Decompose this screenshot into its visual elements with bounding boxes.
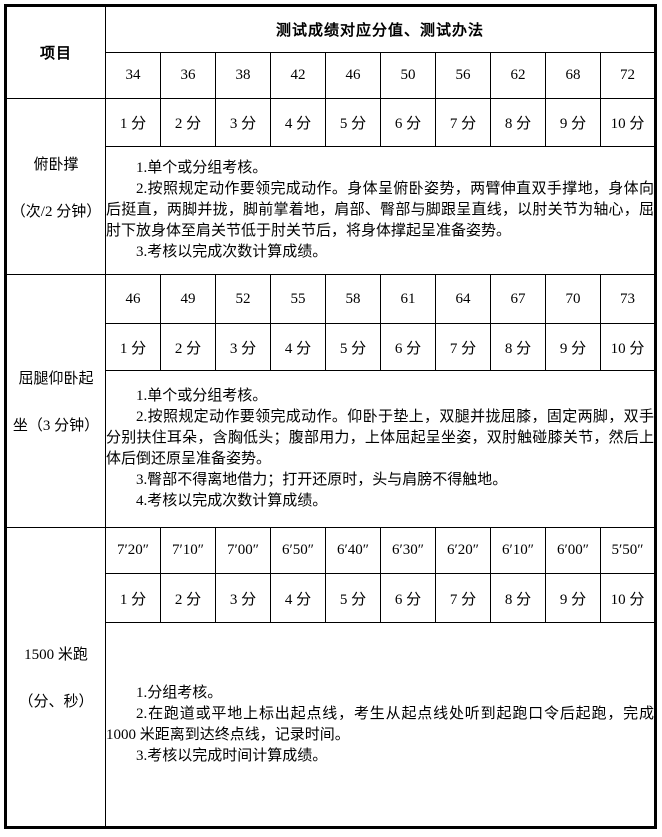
points-cell: 5 分 <box>325 98 381 147</box>
description-line: 3.考核以完成次数计算成绩。 <box>136 244 328 260</box>
threshold-cell: 42 <box>270 52 326 99</box>
header-row: 项目 测试成绩对应分值、测试办法 <box>5 5 657 99</box>
section-label-line: 坐（3 分钟） <box>12 418 100 434</box>
time-threshold-cell: 6′50″ <box>270 527 326 574</box>
points-cell: 10 分 <box>599 573 657 623</box>
points-cell: 1 分 <box>105 573 161 623</box>
points-cell: 9 分 <box>545 573 601 623</box>
points-cell: 2 分 <box>160 323 216 371</box>
time-threshold-cell: 7′00″ <box>215 527 271 574</box>
section-label-line: 1500 米跑 <box>24 647 88 663</box>
points-cell: 9 分 <box>545 323 601 371</box>
section-label-pushups: 俯卧撑 （次/2 分钟） <box>5 98 106 275</box>
time-threshold-cell: 7′10″ <box>160 527 216 574</box>
section-label-line: （分、秒） <box>18 694 94 710</box>
pushup-threshold-row: 34 36 38 42 46 50 56 62 68 72 <box>6 52 657 99</box>
threshold-cell: 49 <box>160 274 216 324</box>
description-line: 1.单个或分组考核。 <box>136 160 268 176</box>
points-cell: 6 分 <box>380 323 436 371</box>
points-cell: 2 分 <box>160 98 216 147</box>
points-cell: 4 分 <box>270 323 326 371</box>
section-label-line: 俯卧撑 <box>33 156 79 173</box>
points-cell: 3 分 <box>215 323 271 371</box>
points-cell: 4 分 <box>270 98 326 147</box>
time-threshold-cell: 7′20″ <box>105 527 161 574</box>
points-cell: 2 分 <box>160 573 216 623</box>
points-cell: 9 分 <box>545 98 601 147</box>
pushup-method-row: 1.单个或分组考核。 2.按照规定动作要领完成动作。身体呈俯卧姿势，两臂伸直双手… <box>6 146 657 275</box>
points-cell: 3 分 <box>215 573 271 623</box>
run-threshold-row: 1500 米跑 （分、秒） 7′20″ 7′10″ 7′00″ 6′50″ 6′… <box>5 527 657 828</box>
points-cell: 1 分 <box>105 323 161 371</box>
threshold-cell: 58 <box>325 274 381 324</box>
threshold-cell: 72 <box>599 52 657 99</box>
situp-method-description: 1.单个或分组考核。 2.按照规定动作要领完成动作。仰卧于垫上，双腿并拢屈膝，固… <box>104 370 657 528</box>
threshold-cell: 73 <box>599 274 657 324</box>
threshold-cell: 62 <box>490 52 546 99</box>
threshold-cell: 50 <box>380 52 436 99</box>
points-cell: 8 分 <box>490 98 546 147</box>
situp-points-row: 1 分 2 分 3 分 4 分 5 分 6 分 7 分 8 分 9 分 10 分 <box>6 323 657 371</box>
section-label-situps: 屈腿仰卧起 坐（3 分钟） <box>5 274 106 528</box>
threshold-cell: 52 <box>215 274 271 324</box>
points-cell: 10 分 <box>599 98 657 147</box>
description-line: 3.考核以完成时间计算成绩。 <box>136 747 328 764</box>
threshold-cell: 46 <box>105 274 161 324</box>
points-cell: 7 分 <box>435 323 491 371</box>
threshold-cell: 61 <box>380 274 436 324</box>
time-threshold-cell: 6′20″ <box>435 527 491 574</box>
description-line: 1.分组考核。 <box>136 684 223 701</box>
threshold-cell: 46 <box>325 52 381 99</box>
run-method-description: 1.分组考核。 2.在跑道或平地上标出起点线，考生从起点线处听到起跑口令后起跑，… <box>104 622 657 828</box>
threshold-cell: 34 <box>105 52 161 99</box>
main-header: 测试成绩对应分值、测试办法 <box>104 5 657 53</box>
threshold-cell: 70 <box>545 274 601 324</box>
points-cell: 1 分 <box>105 98 161 147</box>
threshold-cell: 68 <box>545 52 601 99</box>
threshold-cell: 36 <box>160 52 216 99</box>
description-line: 4.考核以完成次数计算成绩。 <box>136 493 328 509</box>
time-threshold-cell: 6′40″ <box>325 527 381 574</box>
description-line: 3.臀部不得离地借力；打开还原时，头与肩膀不得触地。 <box>136 472 508 488</box>
points-cell: 7 分 <box>435 573 491 623</box>
time-threshold-cell: 5′50″ <box>599 527 657 574</box>
points-cell: 7 分 <box>435 98 491 147</box>
points-cell: 3 分 <box>215 98 271 147</box>
section-label-line: 屈腿仰卧起 <box>18 371 94 387</box>
threshold-cell: 38 <box>215 52 271 99</box>
description-line: 2.按照规定动作要领完成动作。身体呈俯卧姿势，两臂伸直双手撑地，身体向后挺直，两… <box>106 181 655 239</box>
threshold-cell: 64 <box>435 274 491 324</box>
situp-threshold-row: 屈腿仰卧起 坐（3 分钟） 46 49 52 55 58 61 64 67 70… <box>5 274 657 528</box>
description-line: 1.单个或分组考核。 <box>136 388 268 404</box>
points-cell: 10 分 <box>599 323 657 371</box>
points-cell: 5 分 <box>325 573 381 623</box>
threshold-cell: 67 <box>490 274 546 324</box>
points-cell: 8 分 <box>490 573 546 623</box>
run-method-row: 1.分组考核。 2.在跑道或平地上标出起点线，考生从起点线处听到起跑口令后起跑，… <box>6 622 657 828</box>
pushup-method-description: 1.单个或分组考核。 2.按照规定动作要领完成动作。身体呈俯卧姿势，两臂伸直双手… <box>104 146 657 275</box>
section-label-run: 1500 米跑 （分、秒） <box>5 527 106 828</box>
points-cell: 8 分 <box>490 323 546 371</box>
situp-method-row: 1.单个或分组考核。 2.按照规定动作要领完成动作。仰卧于垫上，双腿并拢屈膝，固… <box>6 370 657 528</box>
item-column-header: 项目 <box>5 5 106 99</box>
points-cell: 6 分 <box>380 573 436 623</box>
time-threshold-cell: 6′30″ <box>380 527 436 574</box>
description-line: 2.按照规定动作要领完成动作。仰卧于垫上，双腿并拢屈膝，固定两脚，双手分别扶住耳… <box>106 409 655 467</box>
threshold-cell: 56 <box>435 52 491 99</box>
points-cell: 6 分 <box>380 98 436 147</box>
points-cell: 5 分 <box>325 323 381 371</box>
fitness-test-scoring-table: 项目 测试成绩对应分值、测试办法 34 36 38 42 46 50 56 62… <box>4 4 658 829</box>
section-label-line: （次/2 分钟） <box>10 203 102 220</box>
time-threshold-cell: 6′00″ <box>545 527 601 574</box>
description-line: 2.在跑道或平地上标出起点线，考生从起点线处听到起跑口令后起跑，完成1000 米… <box>106 705 655 743</box>
points-cell: 4 分 <box>270 573 326 623</box>
threshold-cell: 55 <box>270 274 326 324</box>
time-threshold-cell: 6′10″ <box>490 527 546 574</box>
pushup-points-row: 俯卧撑 （次/2 分钟） 1 分 2 分 3 分 4 分 5 分 6 分 7 分… <box>5 98 657 275</box>
